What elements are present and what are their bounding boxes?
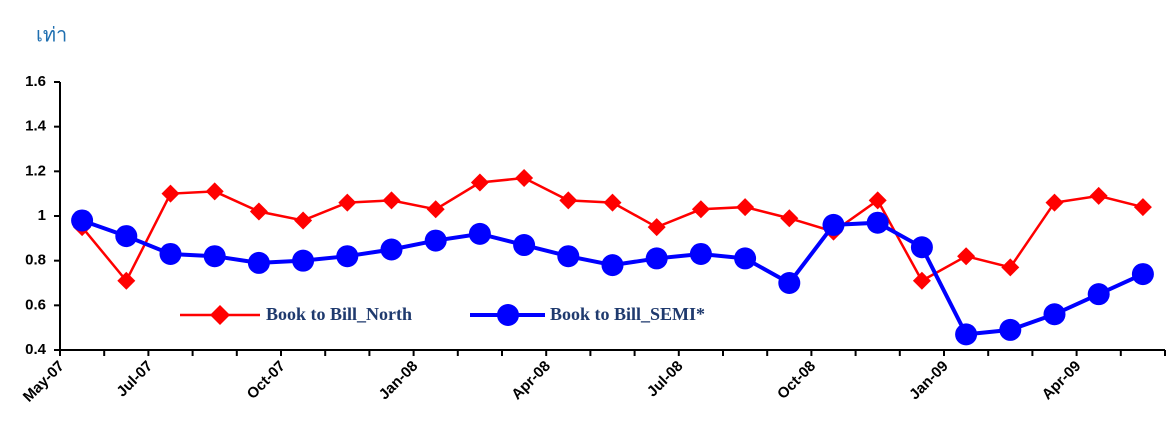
point	[601, 254, 624, 277]
point	[999, 318, 1022, 341]
legend-label: Book to Bill_SEMI*	[550, 304, 705, 324]
x-tick-label: Oct-07	[244, 358, 289, 403]
point	[1131, 263, 1154, 286]
point	[426, 200, 445, 219]
y-tick-label: 0.8	[25, 252, 46, 269]
point	[955, 323, 978, 346]
point	[115, 225, 138, 248]
x-tick-label: Jan-09	[906, 358, 952, 404]
point	[736, 198, 755, 217]
point	[691, 200, 710, 219]
y-axis-unit: เท่า	[36, 24, 67, 46]
point	[161, 184, 180, 203]
legend-marker	[497, 304, 519, 326]
x-tick-label: Jan-08	[376, 358, 422, 404]
x-tick-label: Apr-08	[508, 358, 554, 404]
y-tick-label: 1.2	[25, 162, 46, 179]
y-tick-label: 0.4	[25, 341, 47, 358]
point	[910, 236, 933, 259]
point	[159, 242, 182, 265]
point	[513, 234, 536, 257]
point	[866, 211, 889, 234]
point	[515, 169, 534, 188]
point	[557, 245, 580, 268]
series	[73, 169, 1152, 290]
point	[645, 247, 668, 270]
point	[468, 222, 491, 245]
point	[292, 249, 315, 272]
point	[734, 247, 757, 270]
point	[1045, 193, 1064, 212]
y-tick-label: 1.6	[25, 73, 46, 90]
legend: Book to Bill_North Book to Bill_SEMI*	[180, 304, 705, 326]
point	[247, 251, 270, 274]
point	[117, 271, 136, 290]
y-tick-label: 1.4	[25, 118, 47, 135]
y-tick-label: 0.6	[25, 296, 46, 313]
x-tick-label: May-07	[20, 358, 68, 406]
point	[559, 191, 578, 210]
legend-label: Book to Bill_North	[266, 304, 412, 324]
point	[822, 213, 845, 236]
x-tick-label: Oct-08	[774, 358, 819, 403]
point	[1089, 186, 1108, 205]
series	[71, 209, 1154, 346]
x-tick-label: Jul-07	[113, 358, 156, 401]
point	[71, 209, 94, 232]
point	[689, 242, 712, 265]
point	[780, 209, 799, 228]
point	[470, 173, 489, 192]
point	[778, 272, 801, 294]
point	[1133, 198, 1152, 217]
point	[249, 202, 268, 221]
legend-marker	[210, 305, 230, 325]
y-tick-label: 1	[38, 207, 46, 224]
point	[294, 211, 313, 230]
point	[1001, 258, 1020, 277]
point	[382, 191, 401, 210]
point	[203, 245, 226, 268]
point	[338, 193, 357, 212]
point	[380, 238, 403, 261]
x-tick-label: Jul-08	[644, 358, 687, 401]
point	[205, 182, 224, 201]
point	[424, 229, 447, 252]
point	[603, 193, 622, 212]
point	[957, 247, 976, 266]
point	[647, 218, 666, 237]
x-tick-label: Apr-09	[1039, 358, 1085, 404]
point	[912, 271, 931, 290]
point	[1087, 283, 1110, 306]
point	[868, 191, 887, 210]
point	[1043, 303, 1066, 326]
point	[336, 245, 359, 268]
